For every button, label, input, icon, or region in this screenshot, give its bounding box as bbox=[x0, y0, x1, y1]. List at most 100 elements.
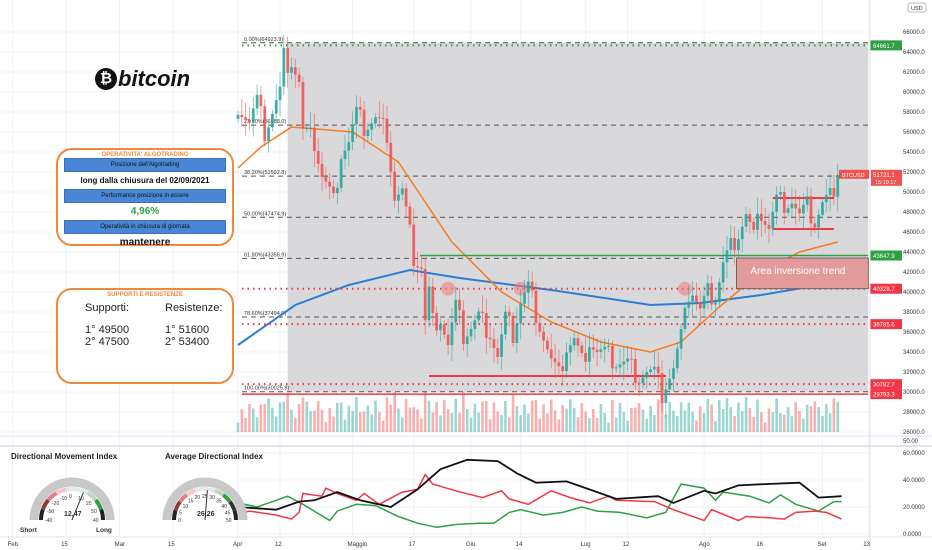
candle bbox=[263, 99, 267, 147]
candle bbox=[679, 323, 683, 361]
symbol-label: BTCUSD bbox=[842, 173, 865, 179]
fib-level-label: 0.00%(64923.9) bbox=[244, 37, 283, 43]
volume-bar bbox=[278, 402, 282, 432]
candle bbox=[633, 349, 637, 390]
volume-bar bbox=[622, 411, 626, 432]
candle bbox=[519, 289, 523, 340]
candle bbox=[290, 57, 293, 80]
candle bbox=[767, 213, 771, 244]
volume-bar bbox=[370, 414, 373, 432]
volume-bar bbox=[294, 418, 297, 432]
candle-body bbox=[771, 211, 775, 229]
gauge-band bbox=[88, 483, 105, 499]
volume-bar bbox=[488, 419, 492, 432]
position-label: Posizione dell'Algotrading bbox=[64, 158, 226, 172]
time-axis-label: Maggio bbox=[348, 542, 368, 548]
gauge-tick: 0 bbox=[69, 494, 72, 500]
candle bbox=[809, 187, 813, 237]
candle-body bbox=[465, 336, 469, 344]
volume-bar bbox=[656, 399, 660, 432]
candle-body bbox=[698, 302, 702, 309]
candle-body bbox=[679, 329, 683, 349]
volume-bar bbox=[450, 412, 454, 432]
price-level-label: 30782.7 bbox=[873, 383, 895, 389]
candle bbox=[248, 106, 251, 131]
volume-bar bbox=[427, 400, 431, 432]
candle-body bbox=[293, 67, 297, 75]
price-level-label: 29793.3 bbox=[873, 393, 895, 399]
volume-bar bbox=[771, 412, 775, 432]
volume-bar bbox=[282, 401, 286, 432]
price-level-badge bbox=[870, 319, 902, 330]
candle bbox=[645, 366, 649, 390]
gauge-band bbox=[103, 505, 115, 521]
candle bbox=[759, 199, 763, 237]
gauge-tick: 35 bbox=[216, 499, 222, 505]
volume-bar bbox=[435, 402, 438, 432]
volume-bar bbox=[309, 410, 312, 432]
candle-body bbox=[423, 268, 427, 321]
volume-bar bbox=[389, 404, 393, 432]
candle-body bbox=[267, 127, 270, 141]
price-axis-tick: 58000.0 bbox=[903, 110, 925, 116]
candle bbox=[740, 218, 744, 253]
candle bbox=[515, 307, 519, 353]
volume-bar bbox=[546, 413, 549, 432]
candle-body bbox=[416, 266, 419, 268]
volume-bar bbox=[271, 407, 274, 432]
candle bbox=[526, 270, 530, 308]
dmi-gauge bbox=[29, 477, 115, 521]
candle bbox=[664, 377, 668, 418]
gauge-tick: 5 bbox=[179, 511, 182, 517]
price-axis-tick: 50000.0 bbox=[903, 190, 925, 196]
gauge-band bbox=[162, 506, 174, 521]
price-axis-tick: 36000.0 bbox=[903, 330, 925, 336]
volume-bar bbox=[442, 399, 446, 432]
bitcoin-symbol-icon: ₿ bbox=[95, 68, 117, 90]
candle-body bbox=[324, 176, 328, 182]
candle-body bbox=[744, 214, 748, 227]
candle-body bbox=[439, 324, 442, 331]
volume-bar bbox=[355, 396, 358, 432]
candle bbox=[347, 127, 351, 167]
price-level-badge bbox=[870, 389, 902, 400]
gauge-tick: -20 bbox=[52, 501, 59, 507]
volume-bar bbox=[255, 417, 259, 432]
candle-body bbox=[561, 366, 565, 371]
candle-body bbox=[320, 163, 324, 177]
volume-bar bbox=[580, 403, 584, 432]
candle bbox=[710, 276, 714, 310]
candle-body bbox=[599, 349, 603, 352]
volume-bar bbox=[473, 403, 477, 432]
candle-body bbox=[610, 345, 614, 369]
candle bbox=[824, 179, 828, 213]
candle-body bbox=[794, 203, 798, 209]
candle bbox=[473, 314, 477, 341]
time-axis-label: 17 bbox=[409, 542, 416, 548]
volume-bar bbox=[408, 407, 412, 432]
fib-level-label: 78.60%(37494.0) bbox=[244, 311, 286, 317]
candle bbox=[599, 339, 603, 359]
candle-body bbox=[270, 113, 274, 128]
candle bbox=[752, 217, 756, 234]
candle bbox=[320, 152, 324, 192]
candle bbox=[626, 345, 630, 371]
volume-bar bbox=[519, 415, 522, 432]
volume-bar bbox=[737, 402, 740, 432]
volume-bar bbox=[763, 422, 767, 432]
candle-body bbox=[419, 267, 423, 269]
candle-body bbox=[759, 213, 763, 221]
candle-body bbox=[381, 117, 385, 119]
candle-body bbox=[408, 206, 412, 225]
candle bbox=[435, 306, 439, 336]
candle bbox=[786, 204, 790, 217]
resistance-2: 2° 53400 bbox=[165, 336, 210, 348]
candle bbox=[775, 186, 779, 225]
volume-bar bbox=[339, 402, 343, 432]
candle-body bbox=[568, 345, 572, 353]
candle bbox=[416, 251, 419, 284]
last-price-label: 51721.1 bbox=[873, 173, 895, 179]
volume-bar bbox=[549, 399, 553, 432]
volume-bar bbox=[698, 406, 702, 432]
